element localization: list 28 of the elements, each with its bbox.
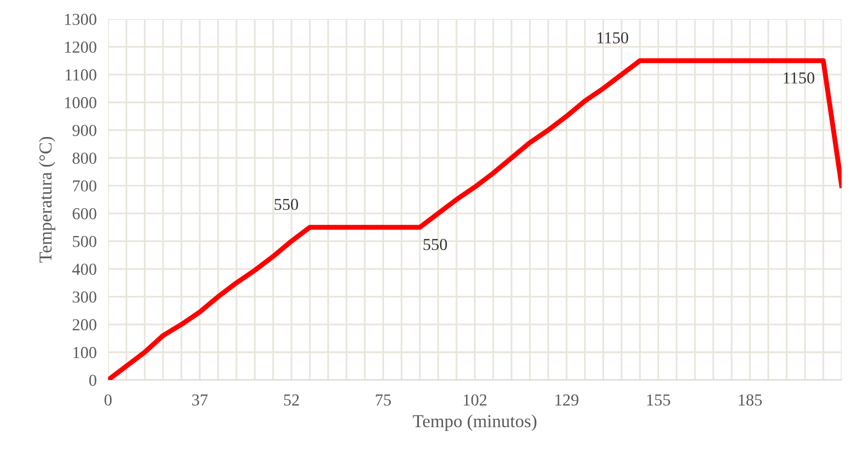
y-tick-label: 500: [72, 236, 96, 248]
y-tick-label: 400: [72, 264, 96, 275]
x-tick-label: 75: [376, 394, 391, 406]
y-tick-label: 1200: [65, 42, 96, 53]
x-tick-label: 155: [647, 394, 670, 406]
y-tick-label: 1100: [66, 69, 96, 81]
x-tick-label: 185: [738, 394, 762, 406]
x-tick-label: 0: [104, 394, 112, 406]
y-tick-label: 900: [72, 124, 96, 136]
y-tick-label: 1300: [65, 14, 96, 26]
data-label: 1150: [784, 72, 814, 84]
x-tick-label: 52: [284, 394, 299, 406]
data-label: 550: [424, 238, 447, 250]
data-label: 1150: [598, 32, 628, 44]
y-axis-title: Temperatura (°C): [38, 136, 56, 263]
x-tick-label: 102: [464, 394, 486, 406]
y-tick-label: 100: [73, 346, 96, 358]
y-tick-label: 1000: [65, 97, 96, 108]
y-tick-label: 700: [73, 180, 96, 192]
y-tick-label: 300: [72, 291, 96, 303]
y-tick-label: 800: [72, 152, 96, 164]
x-tick-label: 129: [556, 394, 578, 406]
y-tick-label: 600: [72, 208, 96, 220]
y-tick-label: 200: [72, 319, 96, 330]
x-tick-label: 37: [192, 394, 208, 406]
y-tick-label: 0: [89, 374, 96, 386]
x-axis-title: Tempo (minutos): [412, 414, 536, 431]
data-label: 550: [274, 198, 298, 210]
